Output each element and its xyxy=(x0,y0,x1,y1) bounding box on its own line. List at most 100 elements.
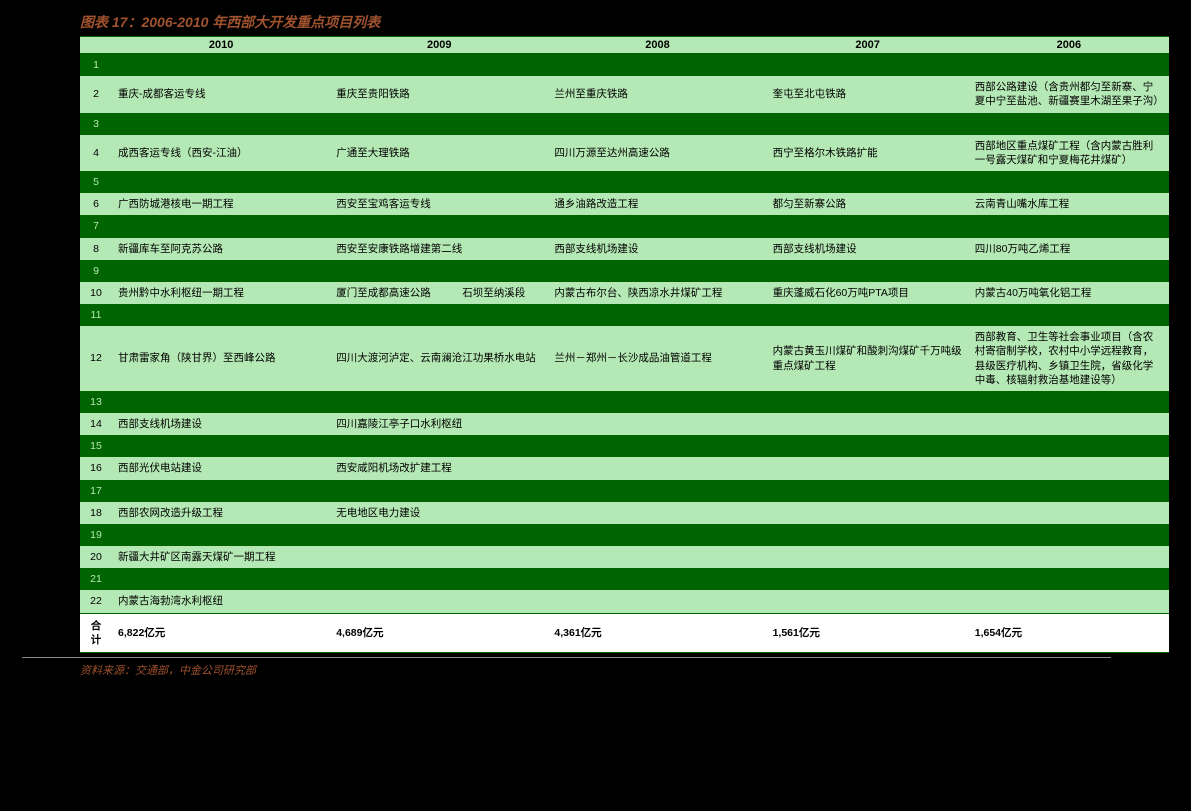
col-header-2008: 2008 xyxy=(548,37,766,54)
cell: 厦门至成都高速公路 石坝至纳溪段 xyxy=(330,282,548,304)
cell xyxy=(548,391,766,413)
cell: 西部教育、卫生等社会事业项目（含农村寄宿制学校，农村中小学远程教育，县级医疗机构… xyxy=(969,326,1169,391)
cell xyxy=(548,568,766,590)
cell: 通乡油路改造工程 xyxy=(548,193,766,215)
col-header-2009: 2009 xyxy=(330,37,548,54)
cell: 兰州至重庆铁路 xyxy=(548,76,766,112)
cell: 西安至宝鸡客运专线 xyxy=(330,193,548,215)
cell xyxy=(112,260,330,282)
cell xyxy=(969,502,1169,524)
cell: 云南青山嘴水库工程 xyxy=(969,193,1169,215)
cell xyxy=(330,480,548,502)
cell: 重庆-成都客运专线 xyxy=(112,76,330,112)
cell xyxy=(548,413,766,435)
cell xyxy=(767,391,969,413)
cell: 西部农网改造升级工程 xyxy=(112,502,330,524)
cell: 内蒙古黄玉川煤矿和酸刺沟煤矿千万吨级重点煤矿工程 xyxy=(767,326,969,391)
table-row: 13 xyxy=(80,391,1169,413)
cell xyxy=(969,391,1169,413)
cell xyxy=(548,480,766,502)
row-index: 11 xyxy=(80,304,112,326)
cell: 都匀至新寨公路 xyxy=(767,193,969,215)
total-row: 合计6,822亿元4,689亿元4,361亿元1,561亿元1,654亿元 xyxy=(80,613,1169,652)
cell xyxy=(969,113,1169,135)
cell: 成西客运专线（西安-江油） xyxy=(112,135,330,171)
table-row: 19 xyxy=(80,524,1169,546)
cell: 四川大渡河泸定、云南澜沧江功果桥水电站 xyxy=(330,326,548,391)
cell: 兰州－郑州－长沙成品油管道工程 xyxy=(548,326,766,391)
cell xyxy=(548,113,766,135)
cell xyxy=(548,457,766,479)
row-index: 4 xyxy=(80,135,112,171)
row-index: 20 xyxy=(80,546,112,568)
cell xyxy=(548,260,766,282)
cell xyxy=(969,524,1169,546)
table-row: 2重庆-成都客运专线重庆至贵阳铁路兰州至重庆铁路奎屯至北屯铁路西部公路建设（含贵… xyxy=(80,76,1169,112)
cell xyxy=(330,435,548,457)
col-header-2007: 2007 xyxy=(767,37,969,54)
table-row: 3 xyxy=(80,113,1169,135)
row-index: 1 xyxy=(80,54,112,77)
row-index: 8 xyxy=(80,238,112,260)
cell xyxy=(548,502,766,524)
cell xyxy=(767,546,969,568)
cell xyxy=(330,113,548,135)
cell xyxy=(969,546,1169,568)
cell xyxy=(767,480,969,502)
row-index: 16 xyxy=(80,457,112,479)
table-row: 20新疆大井矿区南露天煤矿一期工程 xyxy=(80,546,1169,568)
table-row: 17 xyxy=(80,480,1169,502)
cell xyxy=(548,304,766,326)
table-row: 18西部农网改造升级工程无电地区电力建设 xyxy=(80,502,1169,524)
cell xyxy=(112,524,330,546)
cell xyxy=(548,215,766,237)
col-header-index xyxy=(80,37,112,54)
cell: 新疆大井矿区南露天煤矿一期工程 xyxy=(112,546,330,568)
cell: 奎屯至北屯铁路 xyxy=(767,76,969,112)
cell: 四川80万吨乙烯工程 xyxy=(969,238,1169,260)
total-cell: 1,654亿元 xyxy=(969,613,1169,652)
table-row: 5 xyxy=(80,171,1169,193)
cell xyxy=(767,54,969,77)
cell xyxy=(112,391,330,413)
table-row: 4成西客运专线（西安-江油）广通至大理铁路四川万源至达州高速公路西宁至格尔木铁路… xyxy=(80,135,1169,171)
cell: 西部地区重点煤矿工程（含内蒙古胜利一号露天煤矿和宁夏梅花井煤矿） xyxy=(969,135,1169,171)
cell xyxy=(548,590,766,613)
cell xyxy=(330,260,548,282)
cell xyxy=(969,457,1169,479)
row-index: 12 xyxy=(80,326,112,391)
table-header-row: 2010 2009 2008 2007 2006 xyxy=(80,37,1169,54)
total-label: 合计 xyxy=(80,613,112,652)
cell: 内蒙古海勃湾水利枢纽 xyxy=(112,590,330,613)
row-index: 18 xyxy=(80,502,112,524)
cell: 西部公路建设（含贵州都匀至新寨、宁夏中宁至盐池、新疆赛里木湖至果子沟） xyxy=(969,76,1169,112)
source-caption: 资料来源：交通部，中金公司研究部 xyxy=(22,657,1111,678)
cell: 内蒙古布尔台、陕西凉水井煤矿工程 xyxy=(548,282,766,304)
cell xyxy=(969,435,1169,457)
cell xyxy=(548,546,766,568)
cell xyxy=(767,215,969,237)
cell xyxy=(112,568,330,590)
cell xyxy=(548,435,766,457)
cell xyxy=(330,391,548,413)
table-row: 12甘肃雷家角（陕甘界）至西峰公路四川大渡河泸定、云南澜沧江功果桥水电站兰州－郑… xyxy=(80,326,1169,391)
cell xyxy=(112,304,330,326)
cell xyxy=(112,171,330,193)
table-row: 22内蒙古海勃湾水利枢纽 xyxy=(80,590,1169,613)
cell: 无电地区电力建设 xyxy=(330,502,548,524)
projects-table: 2010 2009 2008 2007 2006 12重庆-成都客运专线重庆至贵… xyxy=(80,37,1169,652)
cell xyxy=(112,435,330,457)
cell xyxy=(330,54,548,77)
cell xyxy=(330,171,548,193)
table-row: 8新疆库车至阿克苏公路西安至安康铁路增建第二线西部支线机场建设西部支线机场建设四… xyxy=(80,238,1169,260)
cell xyxy=(112,113,330,135)
table-row: 10贵州黔中水利枢纽一期工程厦门至成都高速公路 石坝至纳溪段内蒙古布尔台、陕西凉… xyxy=(80,282,1169,304)
row-index: 13 xyxy=(80,391,112,413)
cell xyxy=(548,54,766,77)
cell: 贵州黔中水利枢纽一期工程 xyxy=(112,282,330,304)
row-index: 15 xyxy=(80,435,112,457)
cell: 西部光伏电站建设 xyxy=(112,457,330,479)
cell xyxy=(112,54,330,77)
total-cell: 6,822亿元 xyxy=(112,613,330,652)
table-row: 9 xyxy=(80,260,1169,282)
